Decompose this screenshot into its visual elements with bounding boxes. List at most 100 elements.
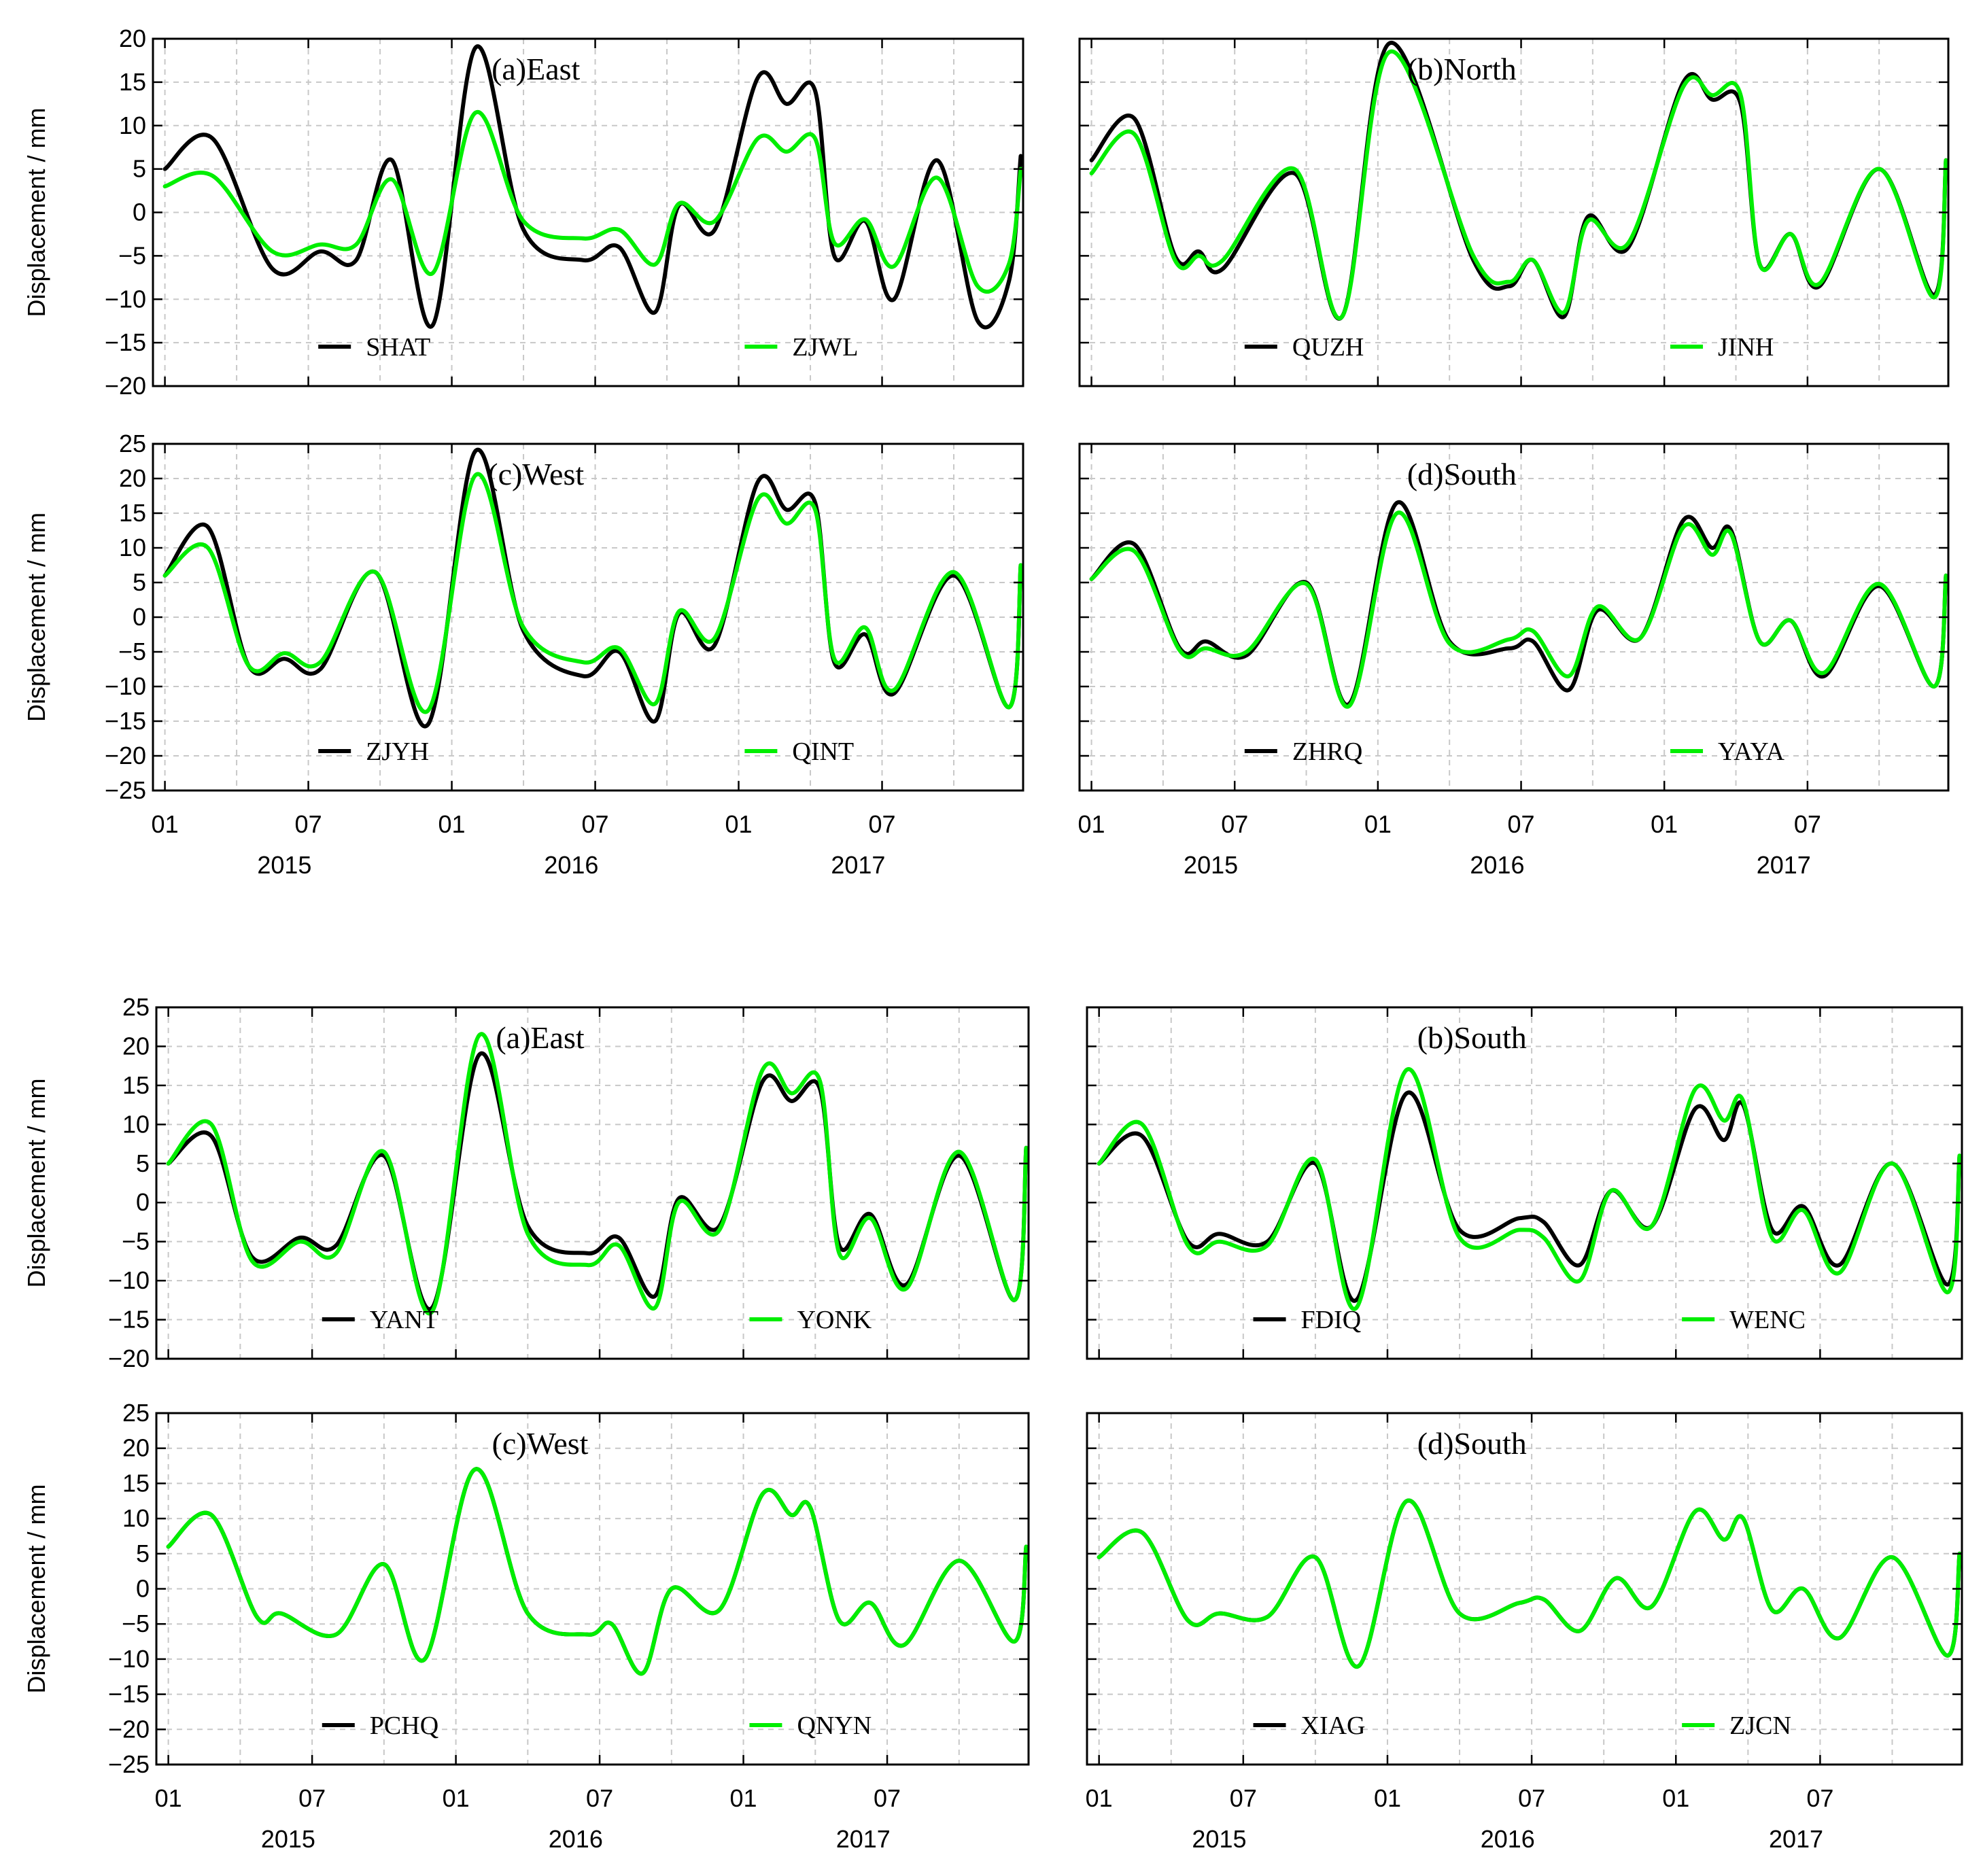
x-tick-label: 07 — [298, 1784, 326, 1812]
legend-label: FDIQ — [1301, 1306, 1362, 1334]
x-tick-label: 07 — [874, 1784, 901, 1812]
y-tick-label: −15 — [105, 707, 146, 735]
legend-label: QUZH — [1292, 333, 1364, 362]
legend-label: YONK — [797, 1306, 872, 1334]
series-group — [1097, 1498, 1962, 1669]
legend-label: ZJCN — [1729, 1712, 1791, 1740]
x-tick-label: 07 — [1221, 810, 1248, 838]
legend-label: XIAG — [1301, 1712, 1366, 1740]
legend-label: QINT — [792, 737, 854, 766]
series-group — [1089, 41, 1948, 321]
y-tick-label: 15 — [122, 1469, 150, 1497]
plot-frame — [155, 1412, 1030, 1766]
x-tick-label: 01 — [155, 1784, 182, 1812]
series-group — [162, 447, 1023, 729]
x-tick-label: 01 — [152, 810, 179, 838]
year-label: 2016 — [549, 1825, 603, 1853]
y-tick-label: −15 — [105, 328, 146, 356]
y-tick-label: 5 — [133, 568, 146, 596]
series-line-qnyn — [166, 1467, 1029, 1676]
panel-title: (c)West — [492, 1426, 589, 1461]
year-label: 2017 — [1769, 1825, 1823, 1853]
y-tick-label: −10 — [108, 1266, 150, 1294]
legend-label: YANT — [370, 1306, 438, 1334]
x-tick-label: 01 — [443, 1784, 470, 1812]
panel-title: (a)East — [496, 1020, 584, 1055]
panel-title: (d)South — [1407, 457, 1517, 491]
series-group — [1097, 1067, 1962, 1311]
year-label: 2017 — [831, 851, 885, 879]
series-line-xiag — [1097, 1498, 1962, 1669]
x-tick-label: 01 — [730, 1784, 757, 1812]
panel-2: (b)North QUZH JINH — [1078, 37, 1950, 387]
y-tick-label: −10 — [105, 672, 146, 700]
y-tick-label: −20 — [105, 372, 146, 400]
x-tick-label: 07 — [295, 810, 322, 838]
y-tick-label: −10 — [108, 1645, 150, 1673]
series-line-qint — [162, 472, 1023, 714]
series-line-yonk — [166, 1032, 1029, 1316]
series-line-jinh — [1089, 49, 1948, 321]
year-label: 2015 — [1192, 1825, 1246, 1853]
panel-title: (b)South — [1417, 1020, 1527, 1055]
series-group — [162, 44, 1023, 330]
legend-label: JINH — [1718, 333, 1774, 362]
y-axis-title: Displacement / mm — [22, 107, 50, 317]
x-tick-label: 07 — [1806, 1784, 1833, 1812]
y-tick-label: 0 — [136, 1575, 150, 1603]
year-label: 2016 — [1481, 1825, 1535, 1853]
series-group — [166, 1467, 1029, 1676]
y-tick-label: −5 — [122, 1610, 150, 1637]
y-tick-label: 20 — [122, 1032, 150, 1060]
x-tick-label: 01 — [1374, 1784, 1401, 1812]
panel-5: −20 −15 −10 −5 0 5 10 15 20 25 Displacement / mm (a… — [22, 993, 1030, 1372]
y-tick-label: −20 — [108, 1344, 150, 1372]
year-label: 2015 — [257, 851, 311, 879]
x-tick-label: 07 — [1794, 810, 1821, 838]
y-tick-label: −20 — [105, 742, 146, 769]
y-tick-label: 15 — [119, 499, 146, 527]
legend-label: ZJYH — [366, 737, 429, 766]
series-line-shat — [162, 44, 1023, 330]
y-tick-label: −25 — [108, 1750, 150, 1778]
y-tick-label: 5 — [136, 1149, 150, 1177]
y-tick-label: 10 — [122, 1504, 150, 1532]
plot-frame — [1086, 1412, 1963, 1766]
year-label: 2017 — [1757, 851, 1811, 879]
y-tick-label: 0 — [136, 1188, 150, 1216]
y-tick-label: 25 — [122, 993, 150, 1021]
series-line-yant — [166, 1051, 1029, 1312]
y-tick-label: −10 — [105, 285, 146, 313]
x-tick-label: 01 — [1651, 810, 1678, 838]
panel-6: (b)South FDIQ WENC — [1086, 1006, 1963, 1360]
y-axis-title: Displacement / mm — [22, 1078, 50, 1287]
panel-title: (c)West — [487, 457, 584, 491]
x-tick-label: 07 — [869, 810, 896, 838]
x-tick-label: 07 — [1230, 1784, 1257, 1812]
year-label: 2015 — [1184, 851, 1238, 879]
legend-label: WENC — [1729, 1306, 1806, 1334]
x-tick-label: 07 — [1518, 1784, 1545, 1812]
panel-title: (d)South — [1417, 1426, 1527, 1461]
year-label: 2016 — [1470, 851, 1524, 879]
legend-label: QNYN — [797, 1712, 872, 1740]
y-tick-label: 0 — [133, 198, 146, 226]
y-tick-label: −15 — [108, 1306, 150, 1334]
panel-8: 01 07 01 07 01 07 2015 2016 2017 (d)South XIAG ZJCN — [1086, 1412, 1963, 1853]
x-tick-label: 07 — [582, 810, 609, 838]
y-tick-label: −15 — [108, 1680, 150, 1708]
x-tick-label: 01 — [438, 810, 466, 838]
year-label: 2017 — [836, 1825, 891, 1853]
y-axis-title: Displacement / mm — [22, 513, 50, 722]
y-tick-label: −20 — [108, 1715, 150, 1743]
x-tick-label: 01 — [725, 810, 753, 838]
x-tick-label: 07 — [586, 1784, 613, 1812]
x-tick-label: 01 — [1662, 1784, 1689, 1812]
legend-label: YAYA — [1718, 737, 1784, 766]
legend-label: ZJWL — [792, 333, 858, 362]
y-tick-label: 15 — [122, 1071, 150, 1099]
plot-frame — [155, 1006, 1030, 1360]
legend-label: PCHQ — [370, 1712, 438, 1740]
series-group — [166, 1032, 1029, 1316]
